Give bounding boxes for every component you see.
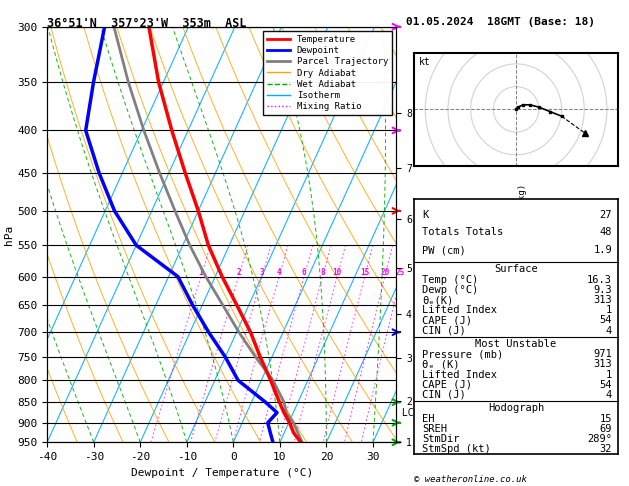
Text: 25: 25 xyxy=(396,268,405,277)
Text: 10: 10 xyxy=(333,268,342,277)
Text: θₑ(K): θₑ(K) xyxy=(422,295,454,305)
Text: Pressure (mb): Pressure (mb) xyxy=(422,349,503,359)
Text: Lifted Index: Lifted Index xyxy=(422,305,497,315)
Text: Most Unstable: Most Unstable xyxy=(476,339,557,349)
Text: 971: 971 xyxy=(593,349,612,359)
Text: 15: 15 xyxy=(360,268,369,277)
Text: θₑ (K): θₑ (K) xyxy=(422,359,460,369)
Text: 1.9: 1.9 xyxy=(593,245,612,255)
Text: 9.3: 9.3 xyxy=(593,285,612,295)
Y-axis label: km
ASL: km ASL xyxy=(415,226,437,243)
Text: 20: 20 xyxy=(380,268,389,277)
Text: Mixing Ratio (g/kg): Mixing Ratio (g/kg) xyxy=(518,183,528,286)
Text: 01.05.2024  18GMT (Base: 18): 01.05.2024 18GMT (Base: 18) xyxy=(406,17,594,27)
Text: 8: 8 xyxy=(320,268,325,277)
Text: StmDir: StmDir xyxy=(422,434,460,444)
Text: CAPE (J): CAPE (J) xyxy=(422,315,472,326)
Text: Lifted Index: Lifted Index xyxy=(422,369,497,380)
Text: Hodograph: Hodograph xyxy=(488,403,544,414)
Text: SREH: SREH xyxy=(422,424,447,434)
Y-axis label: hPa: hPa xyxy=(4,225,14,244)
Text: PW (cm): PW (cm) xyxy=(422,245,466,255)
Text: 289°: 289° xyxy=(587,434,612,444)
Text: 4: 4 xyxy=(606,326,612,336)
Text: kt: kt xyxy=(418,57,430,67)
Text: 36°51'N  357°23'W  353m  ASL: 36°51'N 357°23'W 353m ASL xyxy=(47,17,247,30)
Text: 313: 313 xyxy=(593,359,612,369)
Text: 48: 48 xyxy=(599,227,612,238)
Text: 54: 54 xyxy=(599,315,612,326)
Text: LCL: LCL xyxy=(396,408,420,417)
Text: 313: 313 xyxy=(593,295,612,305)
Text: Dewp (°C): Dewp (°C) xyxy=(422,285,478,295)
Text: 3: 3 xyxy=(260,268,264,277)
Text: 16.3: 16.3 xyxy=(587,275,612,285)
Text: Temp (°C): Temp (°C) xyxy=(422,275,478,285)
Text: 4: 4 xyxy=(277,268,281,277)
Text: 6: 6 xyxy=(302,268,306,277)
Text: CIN (J): CIN (J) xyxy=(422,390,466,400)
Text: Totals Totals: Totals Totals xyxy=(422,227,503,238)
Text: StmSpd (kt): StmSpd (kt) xyxy=(422,444,491,454)
Text: K: K xyxy=(422,209,428,220)
Text: EH: EH xyxy=(422,414,435,424)
Text: 1: 1 xyxy=(199,268,203,277)
Text: 54: 54 xyxy=(599,380,612,390)
X-axis label: Dewpoint / Temperature (°C): Dewpoint / Temperature (°C) xyxy=(131,468,313,478)
Text: 69: 69 xyxy=(599,424,612,434)
Text: 15: 15 xyxy=(599,414,612,424)
Text: CIN (J): CIN (J) xyxy=(422,326,466,336)
Text: Surface: Surface xyxy=(494,264,538,275)
Text: 4: 4 xyxy=(606,390,612,400)
Text: 1: 1 xyxy=(606,369,612,380)
Legend: Temperature, Dewpoint, Parcel Trajectory, Dry Adiabat, Wet Adiabat, Isotherm, Mi: Temperature, Dewpoint, Parcel Trajectory… xyxy=(264,31,392,115)
Text: 32: 32 xyxy=(599,444,612,454)
Text: 1: 1 xyxy=(606,305,612,315)
Text: © weatheronline.co.uk: © weatheronline.co.uk xyxy=(414,474,526,484)
Text: 2: 2 xyxy=(237,268,241,277)
Text: CAPE (J): CAPE (J) xyxy=(422,380,472,390)
Text: 27: 27 xyxy=(599,209,612,220)
